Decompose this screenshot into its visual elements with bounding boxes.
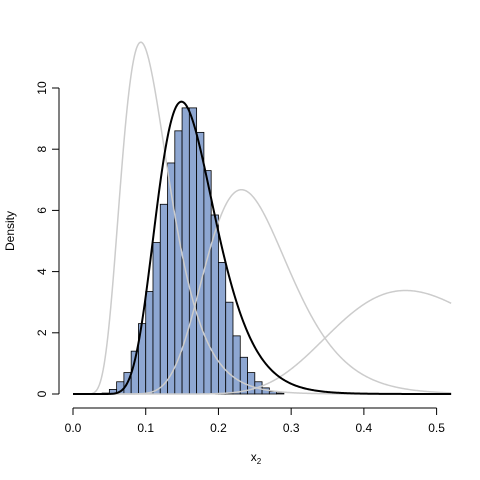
comparison-density-1-curve — [73, 41, 452, 395]
x-axis-label: x2 — [251, 450, 262, 466]
fitted-density-curve — [73, 100, 452, 395]
histogram-bar — [225, 301, 234, 395]
x-tick-label: 0.0 — [65, 421, 82, 435]
histogram-bars — [94, 107, 285, 395]
y-tick-label: 10 — [35, 81, 49, 95]
y-tick-label: 4 — [35, 268, 49, 275]
histogram-bar — [174, 130, 183, 395]
histogram-bar — [181, 107, 190, 395]
histogram-bar — [188, 107, 198, 395]
histogram-bar — [167, 162, 176, 395]
comparison-density-3-curve — [73, 289, 452, 395]
x-axis: 0.0 0.1 0.2 0.3 0.4 0.5 — [65, 407, 445, 435]
histogram-bar — [196, 131, 205, 395]
histogram-bar — [276, 392, 285, 395]
histogram-bar — [145, 291, 154, 395]
x-tick-label: 0.3 — [283, 421, 300, 435]
x-tick-label: 0.5 — [428, 421, 445, 435]
x-tick-label: 0.2 — [210, 421, 227, 435]
histogram-bar — [159, 203, 168, 395]
histogram-bar — [232, 335, 241, 395]
y-tick-label: 8 — [35, 146, 49, 153]
y-tick-label: 2 — [35, 329, 49, 336]
histogram-bar — [203, 170, 212, 395]
y-tick-label: 0 — [35, 390, 49, 397]
histogram-bar — [218, 262, 227, 395]
histogram-bar — [152, 242, 161, 395]
density-curves — [73, 41, 452, 395]
x-tick-label: 0.4 — [356, 421, 373, 435]
histogram-bar — [239, 356, 248, 395]
y-tick-label: 6 — [35, 207, 49, 214]
x-tick-label: 0.1 — [137, 421, 154, 435]
y-axis-label: Density — [3, 211, 17, 251]
y-axis: 0 2 4 6 8 10 — [35, 81, 60, 397]
